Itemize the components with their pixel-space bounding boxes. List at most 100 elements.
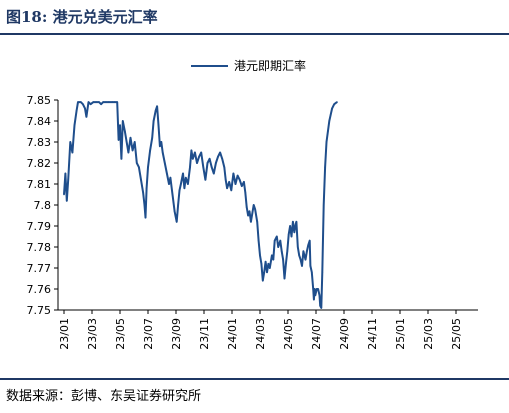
data-point [224,179,227,181]
data-point [238,179,241,181]
data-point [308,239,311,242]
x-tick-label: 23/09 [170,318,183,350]
data-point [302,250,305,252]
data-point [66,200,68,202]
data-point [206,162,209,164]
x-tick-label: 23/11 [198,318,211,350]
y-tick-label: 7.83 [27,136,52,149]
data-point [159,145,161,147]
data-point [127,151,130,154]
data-point [185,176,187,179]
data-point [77,101,79,103]
data-point [260,263,263,265]
data-point [269,267,271,269]
data-point [95,101,97,103]
data-point [226,187,228,189]
data-point [111,101,114,103]
data-point [311,271,313,274]
y-tick-label: 7.85 [27,94,52,107]
data-point [178,189,181,192]
data-point [100,103,102,105]
data-point [73,124,76,126]
data-point [154,109,157,112]
data-point [322,204,325,206]
data-point [329,113,332,116]
y-tick-label: 7.84 [27,115,52,128]
data-point [116,101,118,103]
x-tick-label: 23/01 [58,318,71,350]
data-point [306,250,308,252]
data-point [313,298,315,301]
x-tick-label: 24/11 [366,318,379,350]
x-tick-label: 23/03 [86,318,99,350]
x-tick-label: 23/07 [142,318,155,350]
data-point [105,101,107,103]
data-point [67,179,69,181]
data-point [325,141,328,143]
data-point [259,254,261,257]
data-point [262,279,264,282]
data-point [290,235,293,238]
data-point [84,107,86,110]
data-point [331,107,333,110]
data-point [98,101,100,103]
data-point [136,162,138,164]
x-tick-label: 24/09 [338,318,351,350]
data-point [280,250,283,252]
data-point [251,212,254,215]
data-point [295,221,298,223]
data-point [282,258,284,261]
data-point [279,239,282,242]
x-tick-label: 25/01 [394,318,407,350]
data-point [147,166,149,168]
data-point [210,166,213,168]
x-tick-label: 24/01 [226,318,239,350]
data-point [324,166,326,168]
data-point [263,271,266,274]
data-point [187,183,189,185]
data-point [145,187,148,189]
data-point [304,258,307,261]
data-source-note: 数据来源：彭博、东吴证券研究所 [6,389,202,404]
data-point [307,244,310,246]
data-point [245,206,248,208]
data-point [319,305,322,307]
data-point [244,191,247,194]
data-point [69,141,72,143]
figure-title: 图18: 港元兑美元汇率 [6,8,158,26]
data-point [133,141,136,143]
data-point [169,176,172,179]
data-point [198,155,200,158]
data-point [194,151,196,154]
data-point [267,263,270,265]
top-rule [0,33,509,35]
data-point [113,101,116,103]
data-point [236,174,239,177]
data-point [301,265,303,267]
data-point [89,103,92,105]
data-point [183,187,186,189]
data-point [151,137,153,139]
data-point [164,162,166,164]
data-point [243,181,245,183]
y-tick-label: 7.75 [27,304,52,317]
data-point [266,271,268,274]
data-point [309,265,312,267]
data-point [117,139,120,141]
data-point [63,193,65,196]
data-point [336,101,338,103]
data-point [327,130,329,133]
data-point [129,137,132,139]
legend-label: 港元即期汇率 [234,58,306,73]
data-point [64,172,67,175]
y-tick-label: 7.8 [34,199,52,212]
data-point [298,254,301,257]
data-point [160,141,163,143]
data-point [285,263,287,265]
data-point [317,288,319,290]
data-point [190,149,193,152]
data-point [252,204,255,206]
data-point [161,151,164,154]
x-tick-label: 25/05 [450,318,463,350]
